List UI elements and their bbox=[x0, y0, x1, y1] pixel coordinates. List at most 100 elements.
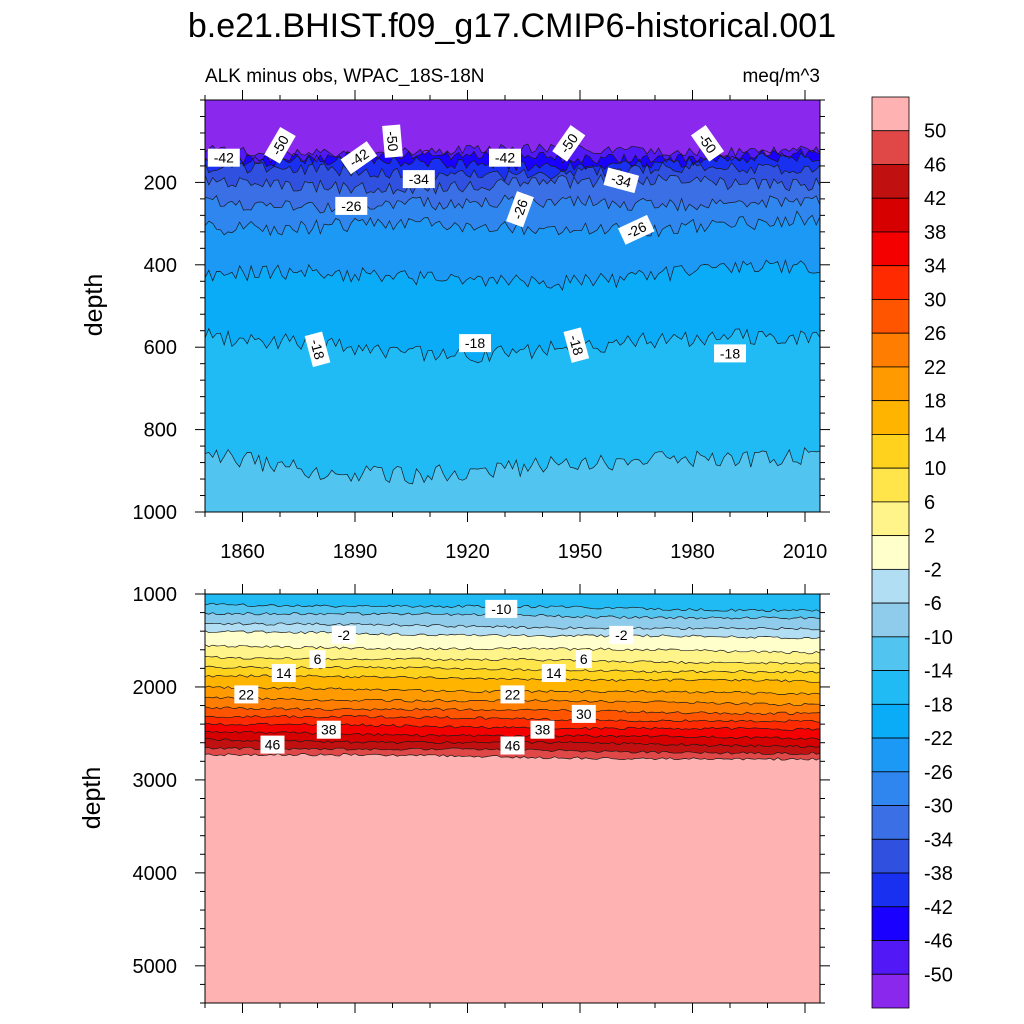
colorbar-box bbox=[871, 400, 910, 435]
lower-depth-label: depth bbox=[78, 767, 106, 830]
colorbar-label: -18 bbox=[924, 694, 953, 716]
colorbar-label: 34 bbox=[924, 256, 946, 278]
colorbar-box bbox=[871, 670, 910, 705]
lower-contour-label: 38 bbox=[530, 720, 555, 739]
upper-band bbox=[205, 100, 820, 158]
lower-contour-line bbox=[205, 644, 820, 655]
contour-label-box bbox=[304, 331, 331, 368]
contour-label-text: 6 bbox=[314, 651, 322, 667]
contour-label-text: -18 bbox=[307, 337, 328, 361]
contour-label-text: -26 bbox=[509, 197, 531, 222]
upper-xtick-label: 1950 bbox=[558, 541, 603, 563]
contour-label-text: -18 bbox=[465, 335, 485, 351]
lower-ytick-label: 5000 bbox=[133, 956, 178, 978]
colorbar-box bbox=[871, 501, 910, 537]
colorbar-label: 22 bbox=[924, 357, 946, 379]
contour-label-box bbox=[309, 650, 326, 669]
lower-contour-line bbox=[205, 722, 820, 731]
colorbar-box bbox=[871, 940, 910, 975]
contour-label-text: -2 bbox=[615, 627, 628, 643]
colorbar-label: 26 bbox=[924, 323, 946, 345]
upper-ytick-label: 400 bbox=[144, 255, 177, 277]
colorbar-box bbox=[871, 197, 910, 233]
colorbar-label: 42 bbox=[924, 188, 946, 210]
upper-xtick-label: 1920 bbox=[445, 541, 490, 563]
lower-contour-label: 6 bbox=[575, 650, 592, 669]
colorbar-label: -10 bbox=[924, 627, 953, 649]
upper-ytick-label: 1000 bbox=[133, 502, 178, 524]
lower-contour-label: -2 bbox=[331, 625, 356, 644]
lower-contour-label: 14 bbox=[271, 664, 296, 682]
colorbar-label: -46 bbox=[924, 931, 953, 953]
colorbar-label: 6 bbox=[924, 492, 935, 514]
contour-label-text: -26 bbox=[341, 198, 361, 214]
colorbar-box bbox=[871, 265, 910, 300]
subtitle-left: ALK minus obs, WPAC_18S-18N bbox=[205, 66, 485, 87]
contour-label-box bbox=[316, 720, 341, 739]
contour-label-text: 38 bbox=[321, 722, 337, 738]
contour-label-text: -50 bbox=[384, 130, 402, 152]
contour-label-box bbox=[260, 735, 285, 754]
contour-label-text: -26 bbox=[624, 218, 649, 241]
contour-label-text: -34 bbox=[609, 170, 633, 191]
lower-contour-line bbox=[205, 655, 820, 665]
upper-contour-label: -42 bbox=[207, 148, 240, 167]
colorbar-label: -14 bbox=[924, 661, 953, 683]
contour-label-text: 14 bbox=[546, 665, 562, 681]
colorbar-label: -26 bbox=[924, 762, 953, 784]
contour-label-text: 38 bbox=[535, 722, 551, 738]
contour-label-box bbox=[506, 191, 534, 228]
contour-label-box bbox=[335, 196, 368, 215]
colorbar-box bbox=[871, 973, 910, 1009]
upper-contour-label: -26 bbox=[335, 196, 368, 215]
contour-label-box bbox=[541, 664, 566, 682]
colorbar-box bbox=[871, 906, 910, 941]
contour-label-text: -42 bbox=[214, 150, 234, 166]
colorbar-box bbox=[871, 703, 910, 739]
lower-contour-line bbox=[205, 622, 820, 631]
upper-contour-label: -26 bbox=[506, 191, 534, 228]
chart-title: b.e21.BHIST.f09_g17.CMIP6-historical.001 bbox=[188, 7, 836, 45]
contour-label-text: 22 bbox=[239, 686, 255, 702]
upper-xtick-label: 1980 bbox=[670, 541, 715, 563]
upper-ytick-label: 600 bbox=[144, 337, 177, 359]
colorbar-box bbox=[871, 737, 910, 773]
contour-label-text: -10 bbox=[491, 601, 511, 617]
lower-contour-line bbox=[205, 630, 820, 640]
upper-xtick-label: 1860 bbox=[220, 541, 265, 563]
upper-xtick-label: 1890 bbox=[333, 541, 378, 563]
colorbar-label: 46 bbox=[924, 154, 946, 176]
contour-label-text: 6 bbox=[580, 651, 588, 667]
lower-contour-line bbox=[205, 753, 820, 761]
contour-label-box bbox=[575, 650, 592, 669]
colorbar-box bbox=[871, 602, 910, 638]
colorbar-label: -50 bbox=[924, 964, 953, 986]
upper-xtick-label: 2010 bbox=[783, 541, 828, 563]
contour-label-text: 22 bbox=[505, 686, 521, 702]
lower-contour-label: 14 bbox=[541, 664, 566, 682]
colorbar-label: -6 bbox=[924, 593, 942, 615]
colorbar-box bbox=[871, 231, 910, 267]
colorbar-box bbox=[871, 535, 910, 570]
contour-label-box bbox=[402, 170, 435, 189]
contour-label-box bbox=[271, 664, 296, 682]
contour-label-text: 14 bbox=[276, 665, 292, 681]
contour-label-box bbox=[459, 334, 491, 353]
lower-contour-label: 46 bbox=[260, 735, 285, 754]
colorbar-box bbox=[871, 467, 910, 503]
subtitle-units: meq/m^3 bbox=[742, 66, 820, 87]
lower-panel: -10 -2 -2 6 6 14 14 22 22 30 38 38 46 46 1000 2000 3000 4… bbox=[133, 584, 830, 1013]
upper-contour-label: -50 bbox=[382, 124, 403, 158]
colorbar-box bbox=[871, 332, 910, 368]
upper-contour-label: -18 bbox=[563, 327, 590, 363]
colorbar-label: 10 bbox=[924, 458, 946, 480]
contour-label-box bbox=[530, 720, 555, 739]
lower-ytick-label: 1000 bbox=[133, 584, 178, 606]
contour-label-text: 30 bbox=[576, 706, 592, 722]
colorbar-box bbox=[871, 568, 910, 604]
colorbar-label: -34 bbox=[924, 829, 953, 851]
lower-contour-label: 38 bbox=[316, 720, 341, 739]
upper-ytick-label: 200 bbox=[144, 172, 177, 194]
contour-label-text: -42 bbox=[495, 150, 515, 166]
upper-contour-label: -18 bbox=[714, 344, 746, 363]
